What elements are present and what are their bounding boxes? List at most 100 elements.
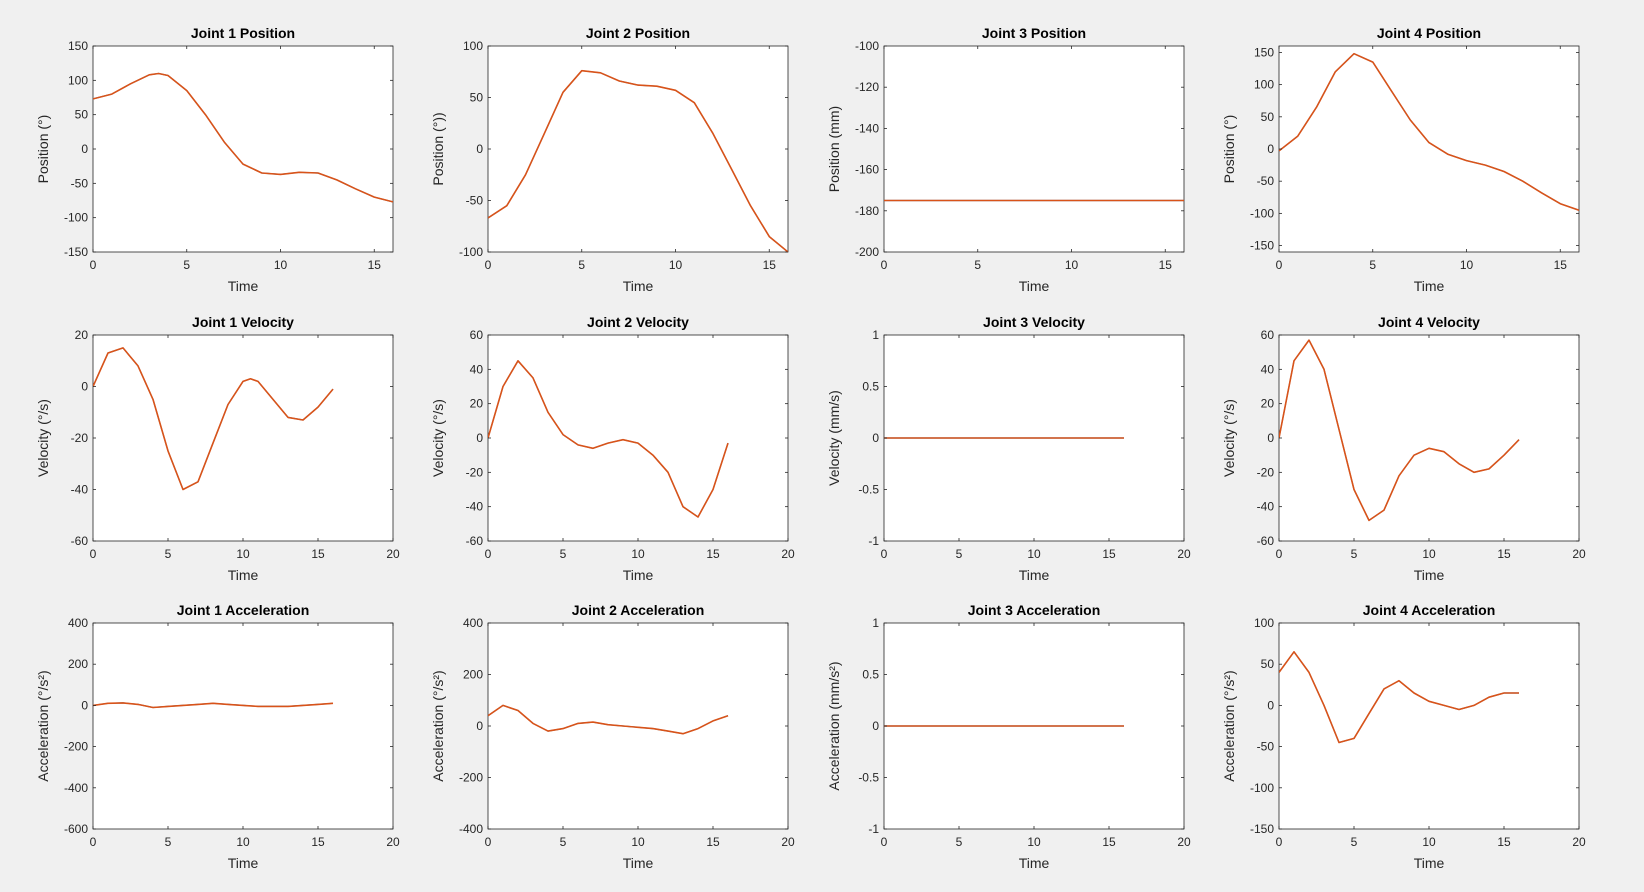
y-axis-label: Velocity (°/s) [430, 399, 446, 477]
y-tick-label: 0 [872, 431, 879, 445]
x-tick-label: 0 [485, 835, 492, 849]
x-tick-label: 15 [706, 835, 720, 849]
x-tick-label: 20 [1177, 835, 1191, 849]
x-axis-label: Time [228, 567, 259, 583]
x-axis-label: Time [1019, 855, 1050, 871]
x-tick-label: 0 [485, 547, 492, 561]
x-axis-label: Time [228, 855, 259, 871]
y-axis-label: Velocity (mm/s) [826, 390, 842, 486]
series-line-2 [1279, 339, 1520, 522]
y-tick-label: -50 [1257, 740, 1275, 754]
x-axis-label: Time [228, 278, 259, 294]
x-tick-label: 10 [1065, 258, 1079, 272]
y-tick-label: 0 [81, 698, 88, 712]
x-tick-label: 10 [1027, 547, 1041, 561]
y-tick-label: -20 [71, 431, 89, 445]
y-tick-label: -150 [1250, 822, 1274, 836]
chart-j4-acc: 0 5 10 15 20 -150 -100 -50 0 50 100 Joint 4 Acceler… [1221, 602, 1586, 871]
x-tick-label: 0 [90, 258, 97, 272]
x-tick-label: 5 [165, 835, 172, 849]
x-tick-label: 15 [368, 258, 382, 272]
x-tick-label: 5 [956, 547, 963, 561]
y-tick-label: -1 [868, 534, 879, 548]
x-tick-label: 5 [1351, 835, 1358, 849]
chart-j3-acc: 0 5 10 15 20 -1 -0.5 0 0.5 1 Joint 3 Acceleration T… [826, 602, 1191, 871]
y-tick-label: -120 [855, 80, 879, 94]
y-tick-label: 200 [463, 668, 483, 682]
y-tick-label: 1 [872, 328, 879, 342]
chart-title: Joint 1 Position [191, 25, 295, 41]
y-tick-label: -1 [868, 822, 879, 836]
y-tick-label: 400 [68, 616, 88, 630]
chart-j2-pos: 0 5 10 15 -100 -50 0 50 100 Joint 2 Position Time P… [430, 25, 789, 294]
x-tick-label: 5 [974, 258, 981, 272]
chart-j2-acc: 0 5 10 15 20 -400 -200 0 200 400 Joint 2 Accelerat… [430, 602, 795, 871]
y-axis-label: Acceleration (°/s²) [1221, 670, 1237, 781]
y-axis-label: Acceleration (mm/s²) [826, 661, 842, 790]
y-axis-label: Position (mm) [826, 106, 842, 192]
y-tick-label: 0 [476, 431, 483, 445]
chart-title: Joint 1 Velocity [192, 314, 294, 330]
y-tick-label: -20 [1257, 465, 1275, 479]
x-tick-label: 5 [956, 835, 963, 849]
y-tick-label: 0 [476, 142, 483, 156]
y-tick-label: -200 [855, 245, 879, 259]
x-axis-label: Time [623, 278, 654, 294]
plot-area [92, 45, 394, 253]
y-tick-label: 60 [470, 328, 484, 342]
y-tick-label: 50 [1261, 110, 1275, 124]
y-tick-label: 100 [1254, 78, 1274, 92]
chart-j4-vel: 0 5 10 15 20 -60 -40 -20 0 20 40 60 Joint 4 Velocity… [1221, 314, 1586, 583]
y-tick-label: -100 [64, 211, 88, 225]
y-tick-label: -400 [459, 822, 483, 836]
series-line-2 [93, 702, 334, 709]
y-tick-label: -50 [71, 176, 89, 190]
x-tick-label: 0 [881, 547, 888, 561]
y-axis-label: Position (°) [35, 115, 51, 184]
series-line-2 [488, 69, 788, 252]
x-tick-label: 20 [1177, 547, 1191, 561]
chart-title: Joint 3 Position [982, 25, 1086, 41]
series-line-2 [488, 359, 729, 518]
series-group [1279, 339, 1520, 522]
y-tick-label: -100 [855, 39, 879, 53]
y-tick-label: -60 [1257, 534, 1275, 548]
x-axis-label: Time [1414, 567, 1445, 583]
x-axis-label: Time [623, 855, 654, 871]
plot-area [1278, 622, 1580, 830]
chart-title: Joint 2 Acceleration [572, 602, 705, 618]
y-tick-label: 150 [1254, 45, 1274, 59]
y-tick-label: 100 [68, 73, 88, 87]
series-line-2 [93, 72, 393, 203]
plot-area [1278, 334, 1580, 542]
x-tick-label: 0 [1276, 258, 1283, 272]
x-tick-label: 20 [386, 835, 400, 849]
chart-title: Joint 3 Velocity [983, 314, 1085, 330]
y-tick-label: 0 [81, 380, 88, 394]
chart-j1-vel: 0 5 10 15 20 -60 -40 -20 0 20 Joint 1 Velocity Time… [35, 314, 400, 583]
y-axis-label: Velocity (°/s) [35, 399, 51, 477]
y-tick-label: -50 [1257, 174, 1275, 188]
series-line-2 [1279, 650, 1519, 744]
x-axis-label: Time [623, 567, 654, 583]
chart-title: Joint 3 Acceleration [968, 602, 1101, 618]
series-line-2 [93, 347, 334, 491]
x-tick-label: 0 [90, 835, 97, 849]
x-tick-label: 20 [781, 547, 795, 561]
x-tick-label: 15 [763, 258, 777, 272]
chart-j1-acc: 0 5 10 15 20 -600 -400 -200 0 200 400 Joint 1 Accel… [35, 602, 400, 871]
y-tick-label: 0 [872, 719, 879, 733]
x-axis-label: Time [1414, 855, 1445, 871]
y-tick-label: -0.5 [858, 483, 879, 497]
x-tick-label: 20 [781, 835, 795, 849]
y-tick-label: 60 [1261, 328, 1275, 342]
x-tick-label: 5 [560, 547, 567, 561]
x-tick-label: 5 [1351, 547, 1358, 561]
x-tick-label: 0 [1276, 835, 1283, 849]
plot-area [487, 45, 789, 253]
y-tick-label: 100 [1254, 616, 1274, 630]
y-tick-label: -20 [466, 465, 484, 479]
x-tick-label: 10 [236, 835, 250, 849]
plot-area [92, 622, 394, 830]
y-tick-label: -40 [71, 483, 89, 497]
